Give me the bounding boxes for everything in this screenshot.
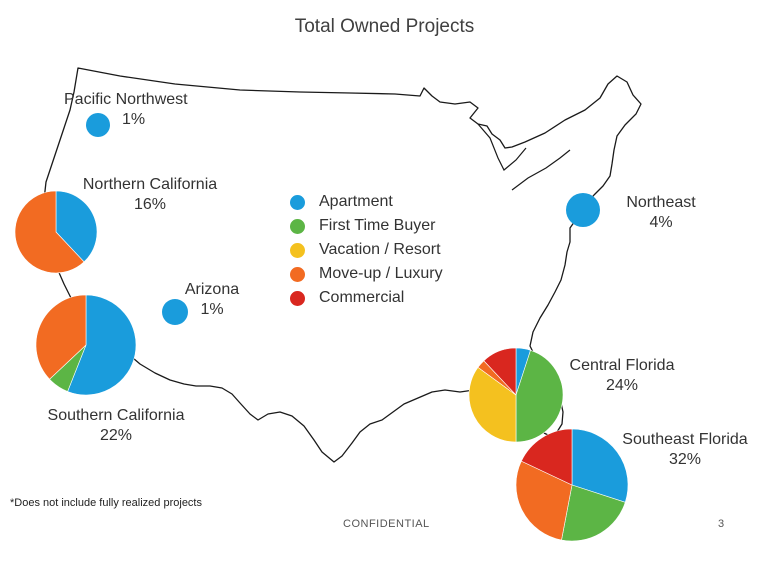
legend-swatch — [290, 242, 305, 258]
region-share: 32% — [668, 451, 702, 468]
region-share: 1% — [200, 301, 224, 318]
region-name: Southeast Florida — [622, 431, 748, 448]
region-name: Southern California — [47, 407, 185, 424]
region-label-arizona: Arizona 1% — [178, 280, 246, 320]
region-share: 16% — [133, 196, 167, 213]
legend-label: Apartment — [319, 193, 393, 210]
pie-slice-vacation_resort — [468, 366, 517, 443]
region-label-pacific-northwest: Pacific Northwest 1% — [64, 90, 214, 130]
legend-label: Commercial — [319, 289, 405, 306]
region-name: Pacific Northwest — [64, 91, 188, 108]
legend-swatch — [290, 218, 305, 234]
legend: Apartment First Time Buyer Vacation / Re… — [290, 190, 443, 310]
pie-northern-california — [14, 190, 98, 274]
pie-slice-move_up_luxury — [35, 294, 87, 380]
legend-swatch — [290, 194, 305, 210]
page-title: Total Owned Projects — [294, 16, 475, 37]
pie-southern-california — [35, 294, 137, 396]
pie-slice-apartment — [86, 113, 110, 137]
great-lakes-outline — [477, 123, 571, 191]
pie-slice-apartment — [566, 193, 600, 227]
page-number: 3 — [718, 518, 725, 530]
confidential-label: CONFIDENTIAL — [343, 518, 430, 530]
pie-arizona — [162, 299, 188, 325]
us-outline — [43, 67, 642, 463]
pie-charts — [14, 113, 629, 542]
region-share: 4% — [649, 214, 673, 231]
pie-slice-apartment — [55, 190, 98, 263]
region-label-central-florida: Central Florida 24% — [559, 356, 685, 396]
region-name: Northeast — [626, 194, 696, 211]
pie-slice-apartment — [162, 299, 188, 325]
region-label-southern-california: Southern California 22% — [36, 406, 196, 446]
legend-swatch — [290, 266, 305, 282]
pie-central-florida — [468, 347, 564, 443]
region-label-northeast: Northeast 4% — [620, 193, 702, 233]
pie-slice-apartment — [67, 294, 137, 396]
region-share: 22% — [99, 427, 133, 444]
pie-northeast — [566, 193, 600, 227]
legend-item-apartment: Apartment — [290, 190, 443, 214]
pie-slice-apartment — [571, 428, 629, 503]
legend-item-commercial: Commercial — [290, 286, 443, 310]
pie-slice-commercial — [483, 347, 517, 396]
region-name: Arizona — [184, 281, 240, 298]
region-share: 1% — [122, 111, 146, 128]
legend-label: First Time Buyer — [319, 217, 436, 234]
footnote: *Does not include fully realized project… — [10, 497, 202, 509]
pie-pacific-northwest — [86, 113, 110, 137]
pie-slice-move_up_luxury — [515, 460, 573, 541]
legend-label: Vacation / Resort — [319, 241, 441, 258]
legend-item-vacation-resort: Vacation / Resort — [290, 238, 443, 262]
region-name: Central Florida — [569, 357, 675, 374]
pie-slice-first_time_buyer — [515, 349, 564, 443]
region-share: 24% — [605, 377, 639, 394]
region-label-southeast-florida: Southeast Florida 32% — [611, 430, 759, 470]
pie-southeast-florida — [515, 428, 629, 542]
legend-item-first-time-buyer: First Time Buyer — [290, 214, 443, 238]
pie-slice-commercial — [520, 428, 573, 486]
region-name: Northern California — [82, 176, 218, 193]
legend-item-move-up-luxury: Move-up / Luxury — [290, 262, 443, 286]
pie-slice-move_up_luxury — [14, 190, 85, 274]
region-label-northern-california: Northern California 16% — [70, 175, 230, 215]
legend-label: Move-up / Luxury — [319, 265, 443, 282]
legend-swatch — [290, 290, 305, 306]
pie-slice-first_time_buyer — [561, 484, 626, 542]
